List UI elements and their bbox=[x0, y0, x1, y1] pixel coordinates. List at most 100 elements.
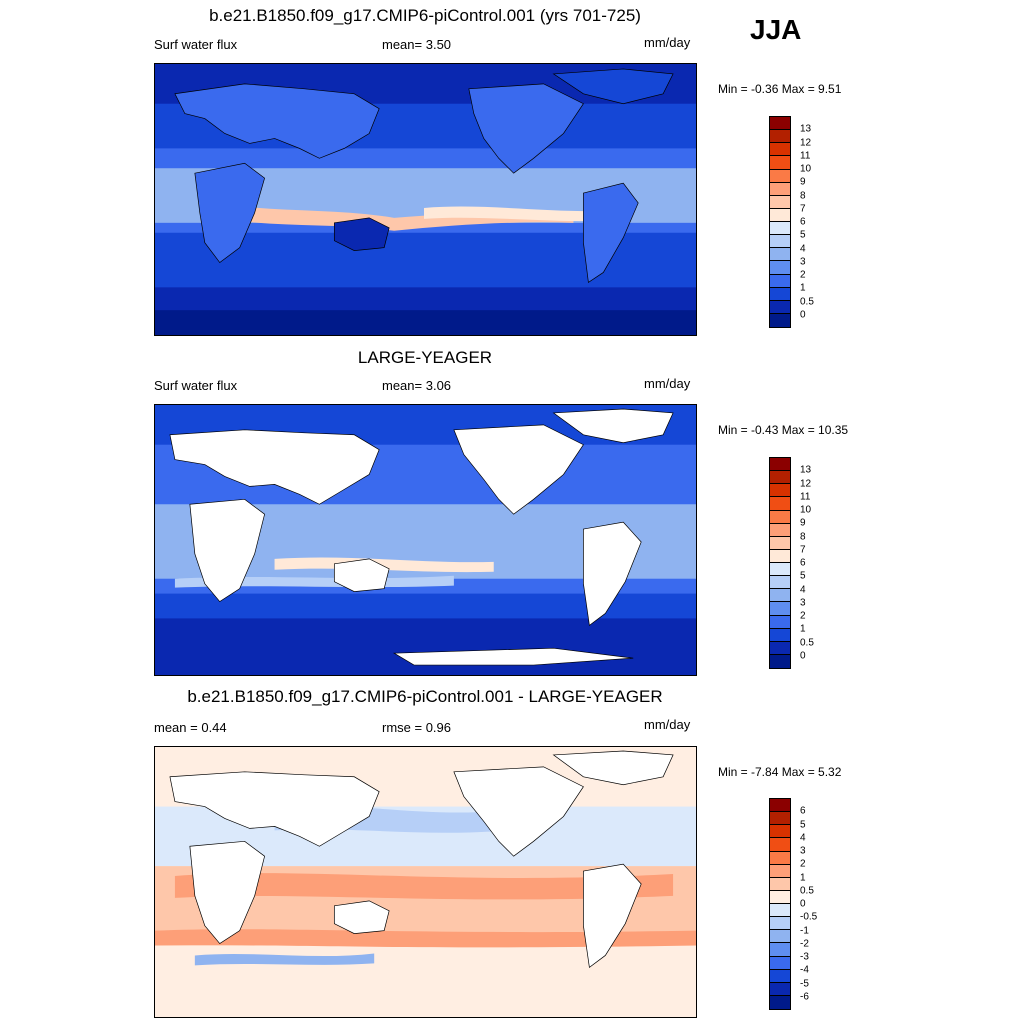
colorbar-tick-label: 5 bbox=[800, 819, 806, 830]
colorbar-segment bbox=[770, 930, 790, 944]
colorbar-segment bbox=[770, 143, 790, 157]
colorbar-segment bbox=[770, 458, 790, 472]
panel-2-colorbar bbox=[769, 457, 791, 669]
colorbar-tick-label: -6 bbox=[800, 991, 809, 1003]
colorbar-segment bbox=[770, 117, 790, 131]
colorbar-segment bbox=[770, 471, 790, 485]
colorbar-segment bbox=[770, 943, 790, 957]
colorbar-tick-label: 4 bbox=[800, 243, 806, 254]
colorbar-segment bbox=[770, 917, 790, 931]
colorbar-tick-label: -1 bbox=[800, 925, 809, 936]
colorbar-segment bbox=[770, 313, 790, 327]
colorbar-tick-label: 9 bbox=[800, 176, 806, 188]
panel-3-minmax: Min = -7.84 Max = 5.32 bbox=[718, 765, 842, 779]
colorbar-tick-label: 4 bbox=[800, 832, 806, 844]
colorbar-segment bbox=[770, 812, 790, 826]
colorbar-tick-label: 9 bbox=[800, 517, 806, 529]
colorbar-tick-label: 7 bbox=[800, 203, 806, 215]
panel-3-map bbox=[154, 746, 697, 1018]
colorbar-segment bbox=[770, 208, 790, 222]
panel-2-variable-label: Surf water flux bbox=[154, 378, 238, 393]
panel-1-map bbox=[154, 63, 697, 336]
colorbar-tick-label: 7 bbox=[800, 544, 806, 556]
colorbar-segment bbox=[770, 274, 790, 288]
colorbar-tick-label: 8 bbox=[800, 190, 806, 201]
colorbar-segment bbox=[770, 576, 790, 590]
colorbar-segment bbox=[770, 956, 790, 970]
colorbar-segment bbox=[770, 222, 790, 236]
colorbar-tick-label: 10 bbox=[800, 504, 812, 516]
colorbar-segment bbox=[770, 182, 790, 196]
colorbar-segment bbox=[770, 615, 790, 629]
colorbar-segment bbox=[770, 982, 790, 996]
colorbar-tick-label: -0.5 bbox=[800, 911, 818, 923]
colorbar-tick-label: -5 bbox=[800, 978, 809, 989]
panel-2-minmax: Min = -0.43 Max = 10.35 bbox=[718, 423, 849, 437]
panel-1-variable-label: Surf water flux bbox=[154, 37, 238, 52]
panel-2-title: LARGE-YEAGER bbox=[357, 348, 493, 367]
colorbar-tick-label: -2 bbox=[800, 938, 809, 950]
colorbar-segment bbox=[770, 851, 790, 865]
panel-2-units-label: mm/day bbox=[644, 376, 691, 391]
colorbar-segment bbox=[770, 261, 790, 275]
colorbar-tick-label: -4 bbox=[800, 964, 809, 976]
colorbar-tick-label: 8 bbox=[800, 531, 806, 542]
colorbar-tick-label: 12 bbox=[800, 137, 812, 148]
colorbar-tick-label: 1 bbox=[800, 872, 806, 883]
panel-2-mean-label: mean= 3.06 bbox=[382, 378, 452, 393]
colorbar-tick-label: 1 bbox=[800, 282, 806, 294]
colorbar-tick-label: 6 bbox=[800, 216, 806, 228]
colorbar-segment bbox=[770, 825, 790, 839]
panel-1-minmax: Min = -0.36 Max = 9.51 bbox=[718, 82, 842, 96]
panel-1-units-label: mm/day bbox=[644, 35, 691, 50]
colorbar-tick-label: 0 bbox=[800, 309, 806, 321]
colorbar-segment bbox=[770, 890, 790, 904]
colorbar-segment bbox=[770, 130, 790, 144]
panel-2-map bbox=[154, 404, 697, 676]
panel-3-title: b.e21.B1850.f09_g17.CMIP6-piControl.001 … bbox=[187, 687, 663, 706]
colorbar-segment bbox=[770, 536, 790, 550]
colorbar-tick-label: 10 bbox=[800, 163, 812, 175]
colorbar-tick-label: 4 bbox=[800, 584, 806, 595]
colorbar-tick-label: 0 bbox=[800, 650, 806, 662]
colorbar-segment bbox=[770, 169, 790, 183]
panel-3-rmse-label: rmse = 0.96 bbox=[382, 720, 452, 735]
colorbar-tick-label: 0.5 bbox=[800, 885, 814, 897]
colorbar-segment bbox=[770, 510, 790, 524]
colorbar-tick-label: 0 bbox=[800, 898, 806, 910]
colorbar-segment bbox=[770, 628, 790, 642]
colorbar-tick-label: 6 bbox=[800, 805, 806, 817]
colorbar-tick-label: 0.5 bbox=[800, 637, 814, 648]
colorbar-segment bbox=[770, 497, 790, 511]
colorbar-tick-label: 0.5 bbox=[800, 296, 814, 307]
colorbar-tick-label: -3 bbox=[800, 951, 809, 963]
colorbar-segment bbox=[770, 589, 790, 603]
panel-1-colorbar bbox=[769, 116, 791, 328]
colorbar-segment bbox=[770, 156, 790, 170]
colorbar-segment bbox=[770, 549, 790, 563]
panel-3-units-label: mm/day bbox=[644, 717, 691, 732]
colorbar-tick-label: 1 bbox=[800, 623, 806, 635]
colorbar-tick-label: 3 bbox=[800, 597, 806, 609]
panel-3-colorbar bbox=[769, 798, 791, 1010]
colorbar-segment bbox=[770, 563, 790, 577]
colorbar-segment bbox=[770, 235, 790, 249]
colorbar-tick-label: 2 bbox=[800, 610, 806, 622]
panel-1-mean-label: mean= 3.50 bbox=[382, 37, 452, 52]
colorbar-tick-label: 11 bbox=[800, 150, 811, 162]
colorbar-tick-label: 5 bbox=[800, 570, 806, 582]
colorbar-segment bbox=[770, 864, 790, 878]
colorbar-segment bbox=[770, 195, 790, 209]
panel-1-title: b.e21.B1850.f09_g17.CMIP6-piControl.001 … bbox=[209, 6, 641, 25]
colorbar-tick-label: 2 bbox=[800, 858, 806, 870]
colorbar-segment bbox=[770, 838, 790, 852]
colorbar-segment bbox=[770, 523, 790, 537]
colorbar-segment bbox=[770, 877, 790, 891]
colorbar-segment bbox=[770, 995, 790, 1009]
colorbar-segment bbox=[770, 484, 790, 498]
colorbar-segment bbox=[770, 654, 790, 668]
colorbar-tick-label: 13 bbox=[800, 464, 812, 476]
colorbar-segment bbox=[770, 969, 790, 983]
panel-3-mean-label: mean = 0.44 bbox=[154, 720, 227, 735]
colorbar-tick-label: 3 bbox=[800, 845, 806, 857]
